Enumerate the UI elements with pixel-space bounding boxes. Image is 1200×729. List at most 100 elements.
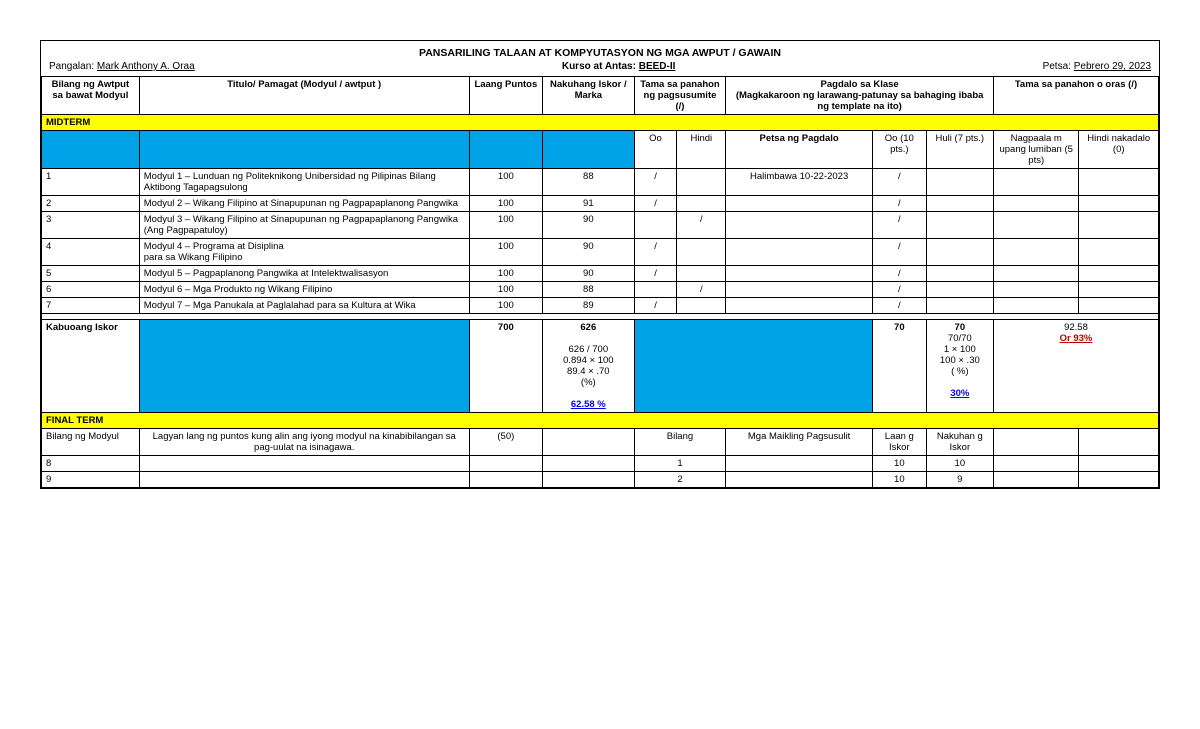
cell-nakuhang: 90 [543,212,635,239]
ft-cell [543,472,635,488]
midterm-banner: MIDTERM [42,115,1159,131]
cell-nakuhang: 88 [543,282,635,298]
ft-empty [993,429,1079,456]
table-row: 3 Modyul 3 – Wikang Filipino at Sinapupu… [42,212,1159,239]
cell-petsa [726,282,873,298]
cell-oo: / [634,169,677,196]
cell-oo2: / [872,282,926,298]
cell-oo: / [634,298,677,314]
totals-final-val: 92.58 [998,322,1154,333]
totals-final: 92.58 Or 93% [993,320,1158,413]
cell-petsa [726,212,873,239]
date-field: Petsa: Pebrero 29, 2023 [1043,61,1151,72]
cell-n: 3 [42,212,140,239]
ft-cell [469,456,542,472]
cell-laang: 100 [469,239,542,266]
totals-nakuhang-calc: 626 / 700 0.894 × 100 89.4 × .70 (%) [547,344,630,388]
finalterm-label: FINAL TERM [42,413,1159,429]
ft-bilang: Bilang ng Modyul [42,429,140,456]
ft-cell-laang: 10 [872,456,926,472]
cell-title: Modyul 2 – Wikang Filipino at Sinapupuna… [139,196,469,212]
course-label: Kurso at Antas: [562,61,636,72]
cell-hindi: / [677,212,726,239]
sub-oo: Oo [634,131,677,169]
table-row: 2 Modyul 2 – Wikang Filipino at Sinapupu… [42,196,1159,212]
totals-row: Kabuoang Iskor 700 626 626 / 700 0.894 ×… [42,320,1159,413]
sub-header-row: Oo Hindi Petsa ng Pagdalo Oo (10 pts.) H… [42,131,1159,169]
cell-oo2: / [872,239,926,266]
cell-petsa [726,266,873,282]
cell-hn [1079,212,1159,239]
totals-huli: 70 70/70 1 × 100 100 × .30 ( %) 30% [926,320,993,413]
cell-nag [993,169,1079,196]
ft-maikling: Mga Maikling Pagsusulit [726,429,873,456]
cell-laang: 100 [469,298,542,314]
sub-hindi: Hindi [677,131,726,169]
cell-nag [993,212,1079,239]
ft-cell [139,456,469,472]
cell-huli [926,212,993,239]
midterm-label: MIDTERM [42,115,1159,131]
cell-hindi [677,266,726,282]
cell-laang: 100 [469,212,542,239]
cell-huli [926,196,993,212]
ft-cell [1079,456,1159,472]
cell-title: Modyul 6 – Mga Produkto ng Wikang Filipi… [139,282,469,298]
totals-huli-main: 70 [931,322,989,333]
date-label: Petsa: [1043,61,1071,72]
table-row: 7 Modyul 7 – Mga Panukala at Paglalahad … [42,298,1159,314]
ft-cell-n: 8 [42,456,140,472]
sub-petsa: Petsa ng Pagdalo [726,131,873,169]
cell-oo2: / [872,298,926,314]
totals-laang: 700 [469,320,542,413]
cell-title: Modyul 3 – Wikang Filipino at Sinapupuna… [139,212,469,239]
ft-row: 8 1 10 10 [42,456,1159,472]
cell-title: Modyul 7 – Mga Panukala at Paglalahad pa… [139,298,469,314]
table-row: 5 Modyul 5 – Pagpaplanong Pangwika at In… [42,266,1159,282]
cell-oo2: / [872,196,926,212]
cell-huli [926,169,993,196]
cell-n: 1 [42,169,140,196]
cell-nag [993,282,1079,298]
cell-hindi [677,239,726,266]
ft-desc: Lagyan lang ng puntos kung alin ang iyon… [139,429,469,456]
ft-laang: (50) [469,429,542,456]
name-field: Pangalan: Mark Anthony A. Oraa [49,61,195,72]
totals-huli-calc: 70/70 1 × 100 100 × .30 ( %) [931,333,989,377]
cell-oo: / [634,239,677,266]
sub-nagpaalam: Nagpaala m upang lumiban (5 pts) [993,131,1079,169]
cell-title: Modyul 5 – Pagpaplanong Pangwika at Inte… [139,266,469,282]
cell-nakuhang: 88 [543,169,635,196]
finalterm-banner: FINAL TERM [42,413,1159,429]
header-row-1: Bilang ng Awtput sa bawat Modyul Titulo/… [42,77,1159,115]
totals-nakuhang-pct: 62.58 % [547,399,630,410]
cell-n: 7 [42,298,140,314]
date-value: Pebrero 29, 2023 [1074,61,1151,72]
col-laang: Laang Puntos [469,77,542,115]
cell-oo2: / [872,266,926,282]
ft-cell [543,456,635,472]
cell-hindi [677,169,726,196]
cell-oo2: / [872,169,926,196]
cell-laang: 100 [469,282,542,298]
document-container: PANSARILING TALAAN AT KOMPYUTASYON NG MG… [40,40,1160,489]
cell-title: Modyul 1 – Lunduan ng Politeknikong Unib… [139,169,469,196]
cell-hindi [677,298,726,314]
col-bilang: Bilang ng Awtput sa bawat Modyul [42,77,140,115]
ft-cell [139,472,469,488]
main-table: Bilang ng Awtput sa bawat Modyul Titulo/… [41,76,1159,488]
ft-cell [1079,472,1159,488]
table-row: 1 Modyul 1 – Lunduan ng Politeknikong Un… [42,169,1159,196]
document-header: PANSARILING TALAAN AT KOMPYUTASYON NG MG… [41,41,1159,76]
ft-row: 9 2 10 9 [42,472,1159,488]
course-field: Kurso at Antas: BEED-II [195,61,1043,72]
ft-laang2: Laan g Iskor [872,429,926,456]
ft-bilang2: Bilang [634,429,726,456]
document-title: PANSARILING TALAAN AT KOMPYUTASYON NG MG… [49,47,1151,59]
name-value: Mark Anthony A. Oraa [97,61,195,72]
ft-cell-laang: 10 [872,472,926,488]
cell-nakuhang: 89 [543,298,635,314]
ft-nakuhan: Nakuhan g Iskor [926,429,993,456]
cell-huli [926,266,993,282]
ft-cell [993,456,1079,472]
